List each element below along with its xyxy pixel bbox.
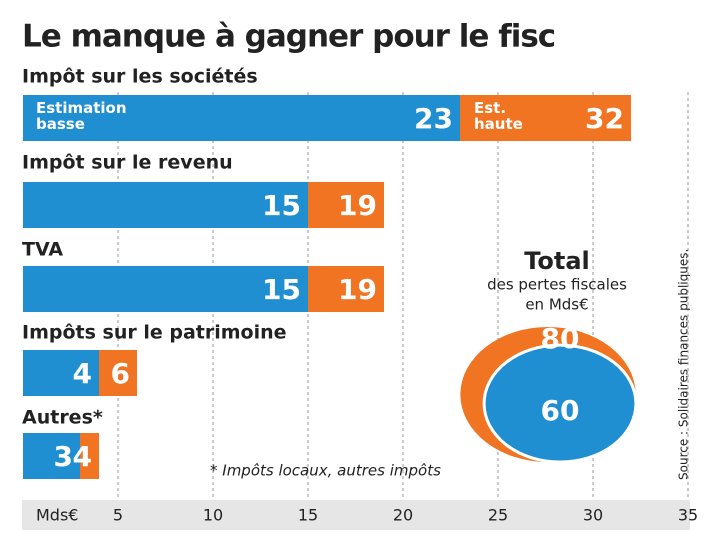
value-label: 3 bbox=[54, 440, 73, 473]
axis-band bbox=[22, 500, 690, 530]
x-tick-label: 5 bbox=[113, 506, 123, 525]
total-title: Total bbox=[524, 247, 590, 275]
footnote: * Impôts locaux, autres impôts bbox=[210, 462, 441, 480]
total-subtitle: des pertes fiscales bbox=[487, 276, 627, 294]
legend-label: Estimation basse bbox=[36, 99, 127, 133]
category-label: Autres* bbox=[22, 407, 103, 429]
x-tick-label: 25 bbox=[488, 506, 508, 525]
chart-title: Le manque à gagner pour le fisc bbox=[22, 19, 555, 55]
x-tick-label: 20 bbox=[393, 506, 413, 525]
x-axis-label: Mds€ bbox=[36, 506, 78, 525]
source: Source : Solidaires finances publiques. bbox=[677, 249, 691, 480]
bar bbox=[23, 350, 99, 396]
x-tick-label: 15 bbox=[298, 506, 318, 525]
x-tick-label: 35 bbox=[678, 506, 698, 525]
category-label: TVA bbox=[22, 239, 63, 261]
value-label: 23 bbox=[414, 102, 453, 135]
value-label: 19 bbox=[338, 189, 377, 222]
category-label: Impôts sur le patrimoine bbox=[22, 322, 287, 344]
bar bbox=[23, 266, 308, 312]
value-label: 4 bbox=[73, 357, 92, 390]
value-label: 4 bbox=[73, 440, 92, 473]
value-label: 15 bbox=[262, 273, 301, 306]
value-label: 6 bbox=[111, 357, 130, 390]
bar bbox=[23, 95, 460, 141]
x-tick-label: 10 bbox=[203, 506, 223, 525]
x-tick-label: 30 bbox=[583, 506, 603, 525]
category-label: Impôt sur le revenu bbox=[22, 152, 233, 174]
total-value: 80 bbox=[541, 322, 580, 355]
legend-label: Est. haute bbox=[474, 99, 523, 133]
total-bubble bbox=[482, 343, 638, 464]
bar bbox=[23, 182, 308, 228]
category-label: Impôt sur les sociétés bbox=[22, 66, 258, 88]
value-label: 32 bbox=[585, 102, 624, 135]
total-subtitle: en Mds€ bbox=[525, 296, 588, 314]
bar bbox=[23, 433, 80, 479]
value-label: 19 bbox=[338, 273, 377, 306]
total-value: 60 bbox=[541, 394, 580, 427]
value-label: 15 bbox=[262, 189, 301, 222]
